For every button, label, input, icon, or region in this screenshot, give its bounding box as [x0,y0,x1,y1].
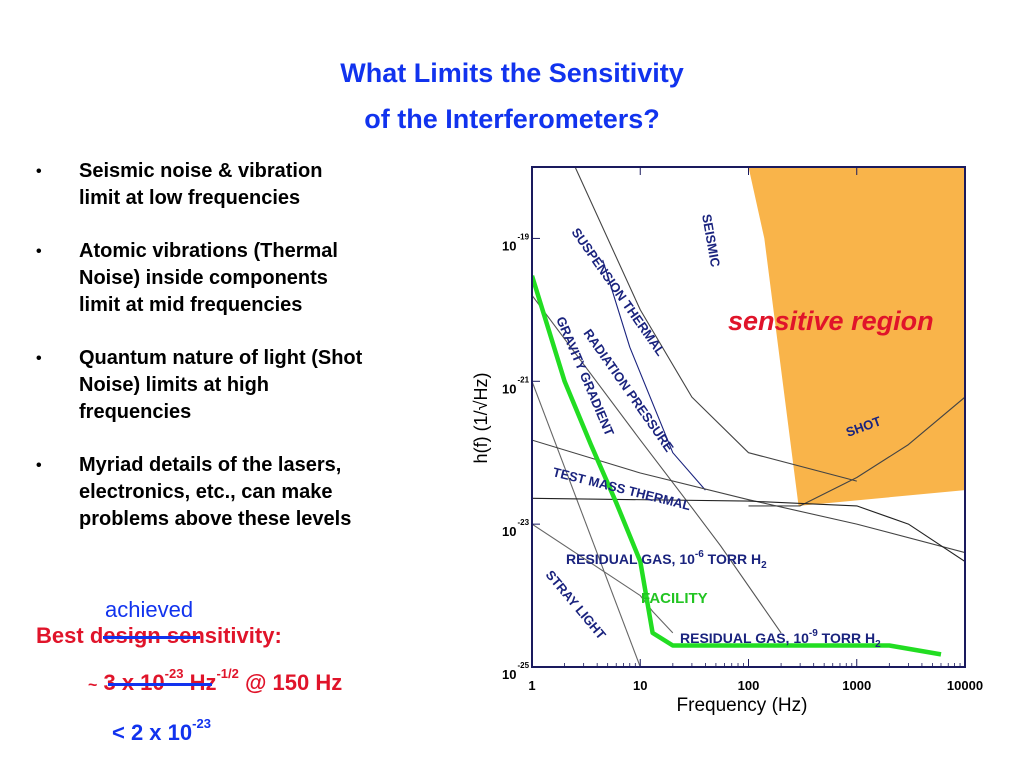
label-facility: FACILITY [641,590,708,607]
bullet-item: • Seismic noise & vibration limit at low… [36,158,446,212]
bullet-dot: • [36,243,42,260]
label-seismic: SEISMIC [699,213,723,269]
design-value-line: ~ 3 x 10-23 Hz-1/2 @ 150 Hz [88,666,343,696]
label-residual-gas-9: RESIDUAL GAS, 10-9 TORR H2 [680,628,881,650]
bullet-line: electronics, etc., can make [79,481,333,503]
bullet-line: problems above these levels [79,508,352,530]
tilde: ~ [88,677,98,694]
achieved-value-exp: -23 [192,716,211,731]
bullet-dot: • [36,163,42,180]
at-frequency: @ 150 Hz [244,670,343,695]
x-tick-label: 10000 [947,678,983,693]
curve-suspension-thermal [574,167,857,482]
unit: Hz-1/2 [190,666,239,695]
achieved-value-base: < 2 x 10 [112,720,193,745]
bullet-list: • Seismic noise & vibration limit at low… [36,158,446,559]
x-tick-label: 1000 [842,678,871,693]
curve-shot [748,396,965,507]
bullet-line: limit at low frequencies [79,187,301,209]
slide-title-line1: What Limits the Sensitivity [340,58,684,88]
bullet-line: Noise) limits at high [79,374,270,396]
label-residual-gas-6: RESIDUAL GAS, 10-6 TORR H2 [566,549,767,571]
curve-facility [532,275,942,657]
x-tick-label: 10 [633,678,647,693]
y-tick-label: 10-19 [502,232,530,253]
design-word-struck: design [90,623,161,648]
bullet-line: Myriad details of the lasers, [79,454,342,476]
design-value-struck: 3 x 10-23 [103,666,184,695]
curve-radiation-pressure [532,294,782,634]
design-value-strike-line [108,683,212,686]
y-tick-label: 10-25 [502,661,530,682]
design-strike-line [103,636,200,639]
bullet-line: Noise) inside components [79,267,328,289]
achieved-value-line: < 2 x 10-23 [112,716,211,746]
bullet-line: frequencies [79,401,192,423]
bullet-line: Quantum nature of light (Shot [79,347,363,369]
curve-gravity-gradient [532,381,641,667]
best-word: Best [36,623,84,648]
y-tick-label: 10-21 [502,375,530,396]
x-axis-title: Frequency (Hz) [677,695,808,716]
bullet-item: • Atomic vibrations (Thermal Noise) insi… [36,238,446,319]
label-stray-light: STRAY LIGHT [543,567,609,642]
curve-seismic [602,259,706,491]
bullet-line: Seismic noise & vibration [79,160,323,182]
curve-test-mass-thermal [532,439,965,554]
shot-label-bg [836,395,906,441]
best-sensitivity-line: Best design sensitivity: [36,623,282,649]
bullet-item: • Quantum nature of light (Shot Noise) l… [36,345,446,426]
bullet-item: • Myriad details of the lasers, electron… [36,452,446,533]
bullet-dot: • [36,350,42,367]
sensitivity-word: sensitivity: [166,623,282,648]
y-tick-label: 10-23 [502,518,530,539]
bullet-line: Atomic vibrations (Thermal [79,240,338,262]
bullet-dot: • [36,457,42,474]
y-axis-title: h(f) (1/√Hz) [471,373,491,464]
x-tick-label: 1 [528,678,535,693]
curve-residual-gas-10-6-torr-h2 [532,497,965,562]
slide-title-line2: of the Interferometers? [364,104,660,134]
achieved-label: achieved [105,597,194,622]
label-sensitive-region: sensitive region [728,306,934,336]
bullet-line: limit at mid frequencies [79,294,303,316]
x-tick-label: 100 [738,678,760,693]
